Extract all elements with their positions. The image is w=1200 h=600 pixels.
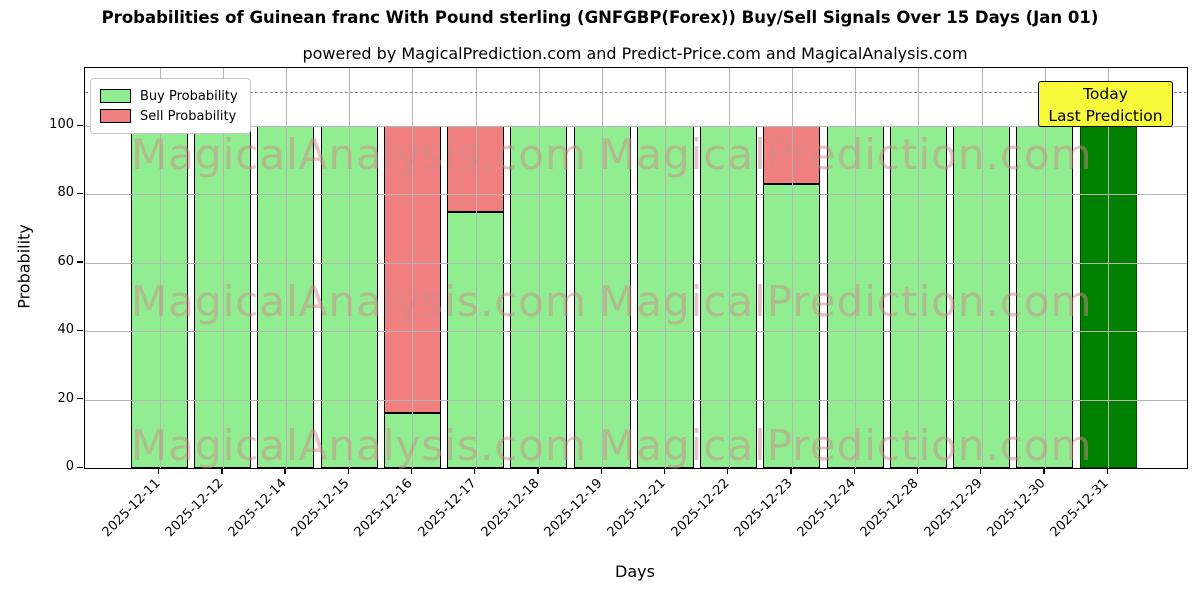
v-gridline-2025-12-30	[1044, 68, 1046, 468]
y-tick-label-40: 40	[57, 322, 74, 338]
y-tick-label-80: 80	[57, 185, 74, 201]
y-tick-label-100: 100	[49, 117, 74, 133]
x-tick-mark	[916, 468, 919, 475]
v-gridline-2025-12-17	[475, 68, 477, 468]
y-tick-mark	[77, 192, 83, 195]
v-gridline-2025-12-14	[285, 68, 287, 468]
x-axis-label: Days	[615, 562, 655, 581]
threshold-dashed-line	[85, 91, 1187, 93]
h-gridline-40	[85, 331, 1187, 333]
h-gridline-60	[85, 262, 1187, 264]
x-tick-label-2025-12-24: 2025-12-24	[794, 476, 859, 541]
x-tick-mark	[853, 468, 855, 475]
chart-title: Probabilities of Guinean franc With Poun…	[101, 8, 1099, 27]
h-gridline-100	[85, 126, 1187, 128]
legend-label-sell: Sell Probability	[140, 108, 237, 124]
x-tick-mark	[347, 468, 349, 475]
today-annotation: Today Last Prediction	[1038, 81, 1173, 127]
x-tick-mark	[980, 468, 982, 475]
buy-probability-swatch	[100, 89, 131, 103]
x-tick-mark	[284, 468, 286, 475]
plot-area: Buy Probability Sell Probability Today L…	[84, 67, 1188, 470]
x-tick-mark	[790, 468, 792, 475]
x-tick-mark	[600, 468, 602, 475]
x-tick-label-2025-12-30: 2025-12-30	[984, 476, 1049, 541]
v-gridline-2025-12-21	[665, 68, 667, 468]
y-tick-label-0: 0	[65, 459, 74, 474]
y-tick-mark	[77, 124, 83, 126]
v-gridline-2025-12-24	[855, 68, 857, 468]
legend-item-buy: Buy Probability	[100, 86, 238, 106]
y-tick-mark	[77, 261, 83, 263]
h-gridline-20	[85, 399, 1187, 401]
today-annotation-line1: Today	[1083, 85, 1128, 103]
chart-subtitle: powered by MagicalPrediction.com and Pre…	[302, 44, 968, 63]
x-tick-label-2025-12-18: 2025-12-18	[478, 476, 543, 541]
x-tick-label-2025-12-21: 2025-12-21	[604, 476, 669, 541]
x-tick-mark	[221, 468, 223, 475]
sell-probability-swatch	[100, 109, 131, 123]
y-tick-mark	[77, 398, 83, 400]
x-tick-mark	[727, 468, 729, 475]
x-tick-mark	[474, 468, 476, 475]
x-tick-label-2025-12-23: 2025-12-23	[731, 476, 796, 541]
x-tick-label-2025-12-11: 2025-12-11	[99, 476, 164, 541]
v-gridline-2025-12-11	[159, 68, 161, 468]
x-tick-label-2025-12-29: 2025-12-29	[921, 476, 986, 541]
x-tick-mark	[1106, 468, 1108, 475]
x-tick-label-2025-12-22: 2025-12-22	[668, 476, 733, 541]
legend-item-sell: Sell Probability	[100, 106, 238, 126]
x-tick-mark	[158, 468, 160, 475]
x-tick-label-2025-12-28: 2025-12-28	[857, 476, 922, 541]
legend-label-buy: Buy Probability	[140, 88, 238, 104]
x-tick-mark	[663, 468, 666, 475]
x-tick-mark	[410, 468, 413, 475]
y-tick-label-20: 20	[57, 390, 74, 406]
y-tick-mark	[77, 466, 83, 468]
legend: Buy Probability Sell Probability	[90, 78, 251, 134]
v-gridline-2025-12-15	[349, 68, 351, 468]
today-annotation-line2: Last Prediction	[1048, 107, 1163, 125]
v-gridline-2025-12-16	[412, 68, 414, 468]
v-gridline-2025-12-18	[538, 68, 540, 468]
x-tick-mark	[1043, 468, 1045, 475]
x-tick-label-2025-12-14: 2025-12-14	[225, 476, 290, 541]
x-tick-label-2025-12-31: 2025-12-31	[1047, 476, 1112, 541]
v-gridline-2025-12-29	[981, 68, 983, 468]
h-gridline-80	[85, 194, 1187, 196]
v-gridline-2025-12-22	[728, 68, 730, 468]
y-tick-label-60: 60	[57, 253, 74, 269]
v-gridline-2025-12-28	[918, 68, 920, 468]
x-tick-label-2025-12-17: 2025-12-17	[415, 476, 480, 541]
x-tick-label-2025-12-12: 2025-12-12	[162, 476, 227, 541]
v-gridline-2025-12-19	[602, 68, 604, 468]
x-tick-label-2025-12-19: 2025-12-19	[541, 476, 606, 541]
v-gridline-2025-12-31	[1108, 68, 1109, 468]
y-tick-mark	[77, 329, 83, 332]
v-gridline-2025-12-12	[222, 68, 224, 468]
v-gridline-2025-12-23	[791, 68, 793, 468]
x-tick-label-2025-12-16: 2025-12-16	[351, 476, 417, 541]
x-tick-mark	[537, 468, 539, 475]
x-tick-label-2025-12-15: 2025-12-15	[288, 476, 353, 541]
